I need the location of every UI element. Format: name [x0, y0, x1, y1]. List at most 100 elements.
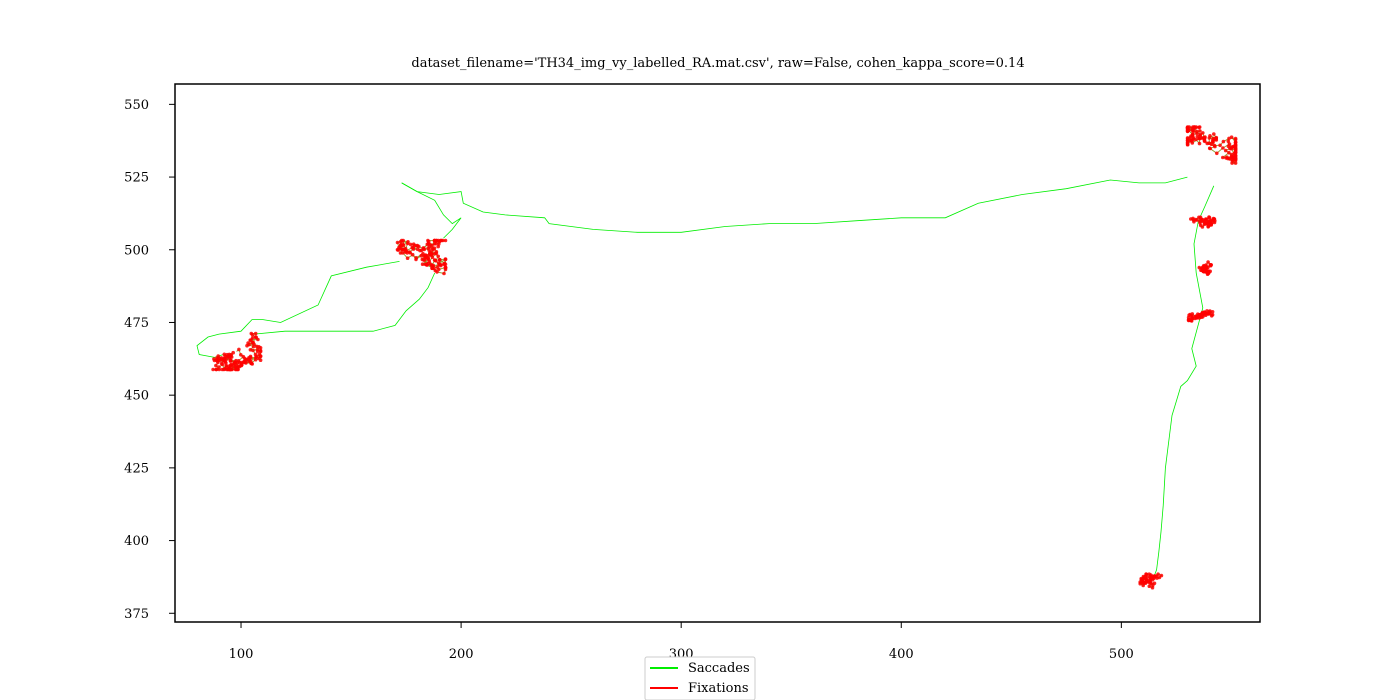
fixation-point	[408, 251, 413, 255]
fixation-point	[442, 261, 447, 266]
fixation-point	[1214, 138, 1219, 142]
fixation-point	[229, 364, 233, 369]
fixation-point	[410, 245, 415, 250]
fixation-point	[247, 342, 251, 347]
fixation-point	[400, 247, 404, 252]
fixation-point	[250, 336, 255, 340]
y-tick-label: 525	[124, 171, 149, 186]
legend: Saccades Fixations	[644, 656, 756, 700]
fixation-point	[233, 367, 238, 372]
fixation-point	[1197, 136, 1202, 141]
fixation-point	[247, 356, 251, 360]
fixation-point	[1227, 150, 1231, 155]
fixation-point	[1200, 225, 1205, 229]
saccade-line-3	[401, 182, 462, 239]
fixation-point	[1210, 313, 1215, 317]
fixation-point	[415, 244, 420, 248]
fixation-point	[1207, 136, 1212, 140]
fixation-point	[1208, 219, 1212, 224]
y-tick-label: 400	[124, 534, 149, 549]
saccade-line-1	[196, 261, 400, 358]
fixation-point	[217, 356, 221, 361]
fixation-point	[228, 367, 233, 372]
fixation-point	[1200, 313, 1204, 318]
saccade-line-2	[254, 272, 436, 335]
fixation-point	[1187, 313, 1191, 318]
x-tick-label: 100	[229, 647, 254, 662]
fixation-point	[1233, 157, 1238, 161]
fixation-point	[1185, 125, 1190, 130]
saccade-line-4	[1143, 185, 1215, 585]
fixation-point	[436, 244, 441, 249]
fixation-point	[1202, 136, 1207, 141]
fixation-point	[1221, 146, 1225, 150]
fixation-point	[438, 238, 443, 243]
fixation-point	[442, 271, 446, 276]
fixation-point	[404, 248, 409, 253]
fixation-point	[1218, 143, 1222, 148]
fixation-point	[248, 359, 253, 363]
y-tick-label: 475	[124, 316, 149, 331]
fixation-point	[1205, 309, 1209, 313]
fixation-point	[419, 253, 424, 258]
fixation-point	[1190, 312, 1195, 316]
fixation-point	[258, 354, 263, 358]
fixation-point	[219, 361, 224, 366]
fixation-point	[1208, 309, 1212, 313]
fixation-point	[242, 356, 247, 361]
fixation-point	[423, 255, 428, 259]
fixation-point	[438, 257, 442, 262]
fixation-point	[1230, 152, 1234, 157]
fixation-point	[222, 367, 226, 372]
y-tick-label: 550	[124, 98, 149, 113]
fixation-point	[1233, 161, 1238, 165]
fixation-point	[432, 242, 437, 246]
fixation-point	[401, 251, 405, 255]
fixation-point	[1185, 142, 1190, 147]
fixation-point	[1233, 147, 1238, 151]
fixation-point	[443, 265, 448, 270]
y-tick-label: 375	[124, 607, 149, 622]
fixation-point	[1233, 144, 1238, 149]
fixation-point	[242, 360, 247, 364]
fixation-point	[1201, 131, 1205, 135]
fixation-point	[426, 238, 430, 243]
fixation-point	[1224, 156, 1228, 160]
x-tick-label: 500	[1109, 647, 1134, 662]
fixation-point	[1206, 260, 1210, 264]
fixation-point	[248, 338, 252, 343]
fixation-point	[1197, 265, 1202, 270]
y-tick-label: 500	[124, 243, 149, 258]
fixation-point	[1221, 139, 1226, 144]
fixation-point	[1140, 579, 1145, 583]
y-tick-label: 425	[124, 461, 149, 476]
fixation-point	[1207, 270, 1211, 275]
legend-saccades-label: Saccades	[688, 661, 750, 676]
fixation-point	[1206, 222, 1210, 226]
fixation-point	[1207, 215, 1212, 220]
fixation-point	[255, 347, 260, 352]
fixation-point	[1206, 225, 1210, 229]
fixation-point	[420, 257, 425, 262]
fixation-point	[258, 348, 263, 353]
fixation-point	[214, 363, 218, 368]
fixation-point	[411, 242, 416, 246]
fixation-point	[1212, 143, 1217, 148]
fixation-point	[432, 266, 436, 271]
fixation-point	[433, 258, 437, 263]
fixation-point	[254, 354, 259, 359]
fixation-point	[251, 348, 255, 353]
fixation-point	[216, 360, 220, 365]
fixation-point	[1195, 315, 1199, 320]
fixation-point	[227, 352, 232, 357]
fixation-point	[214, 367, 219, 372]
fixation-point	[405, 241, 410, 246]
fixation-point	[1159, 573, 1164, 578]
fixation-point	[254, 344, 259, 349]
fixation-cluster-3	[1189, 215, 1217, 229]
fixation-cluster-6	[1138, 572, 1164, 590]
fixation-point	[253, 331, 258, 336]
fixation-point	[1198, 129, 1202, 133]
x-tick-label: 200	[449, 647, 474, 662]
